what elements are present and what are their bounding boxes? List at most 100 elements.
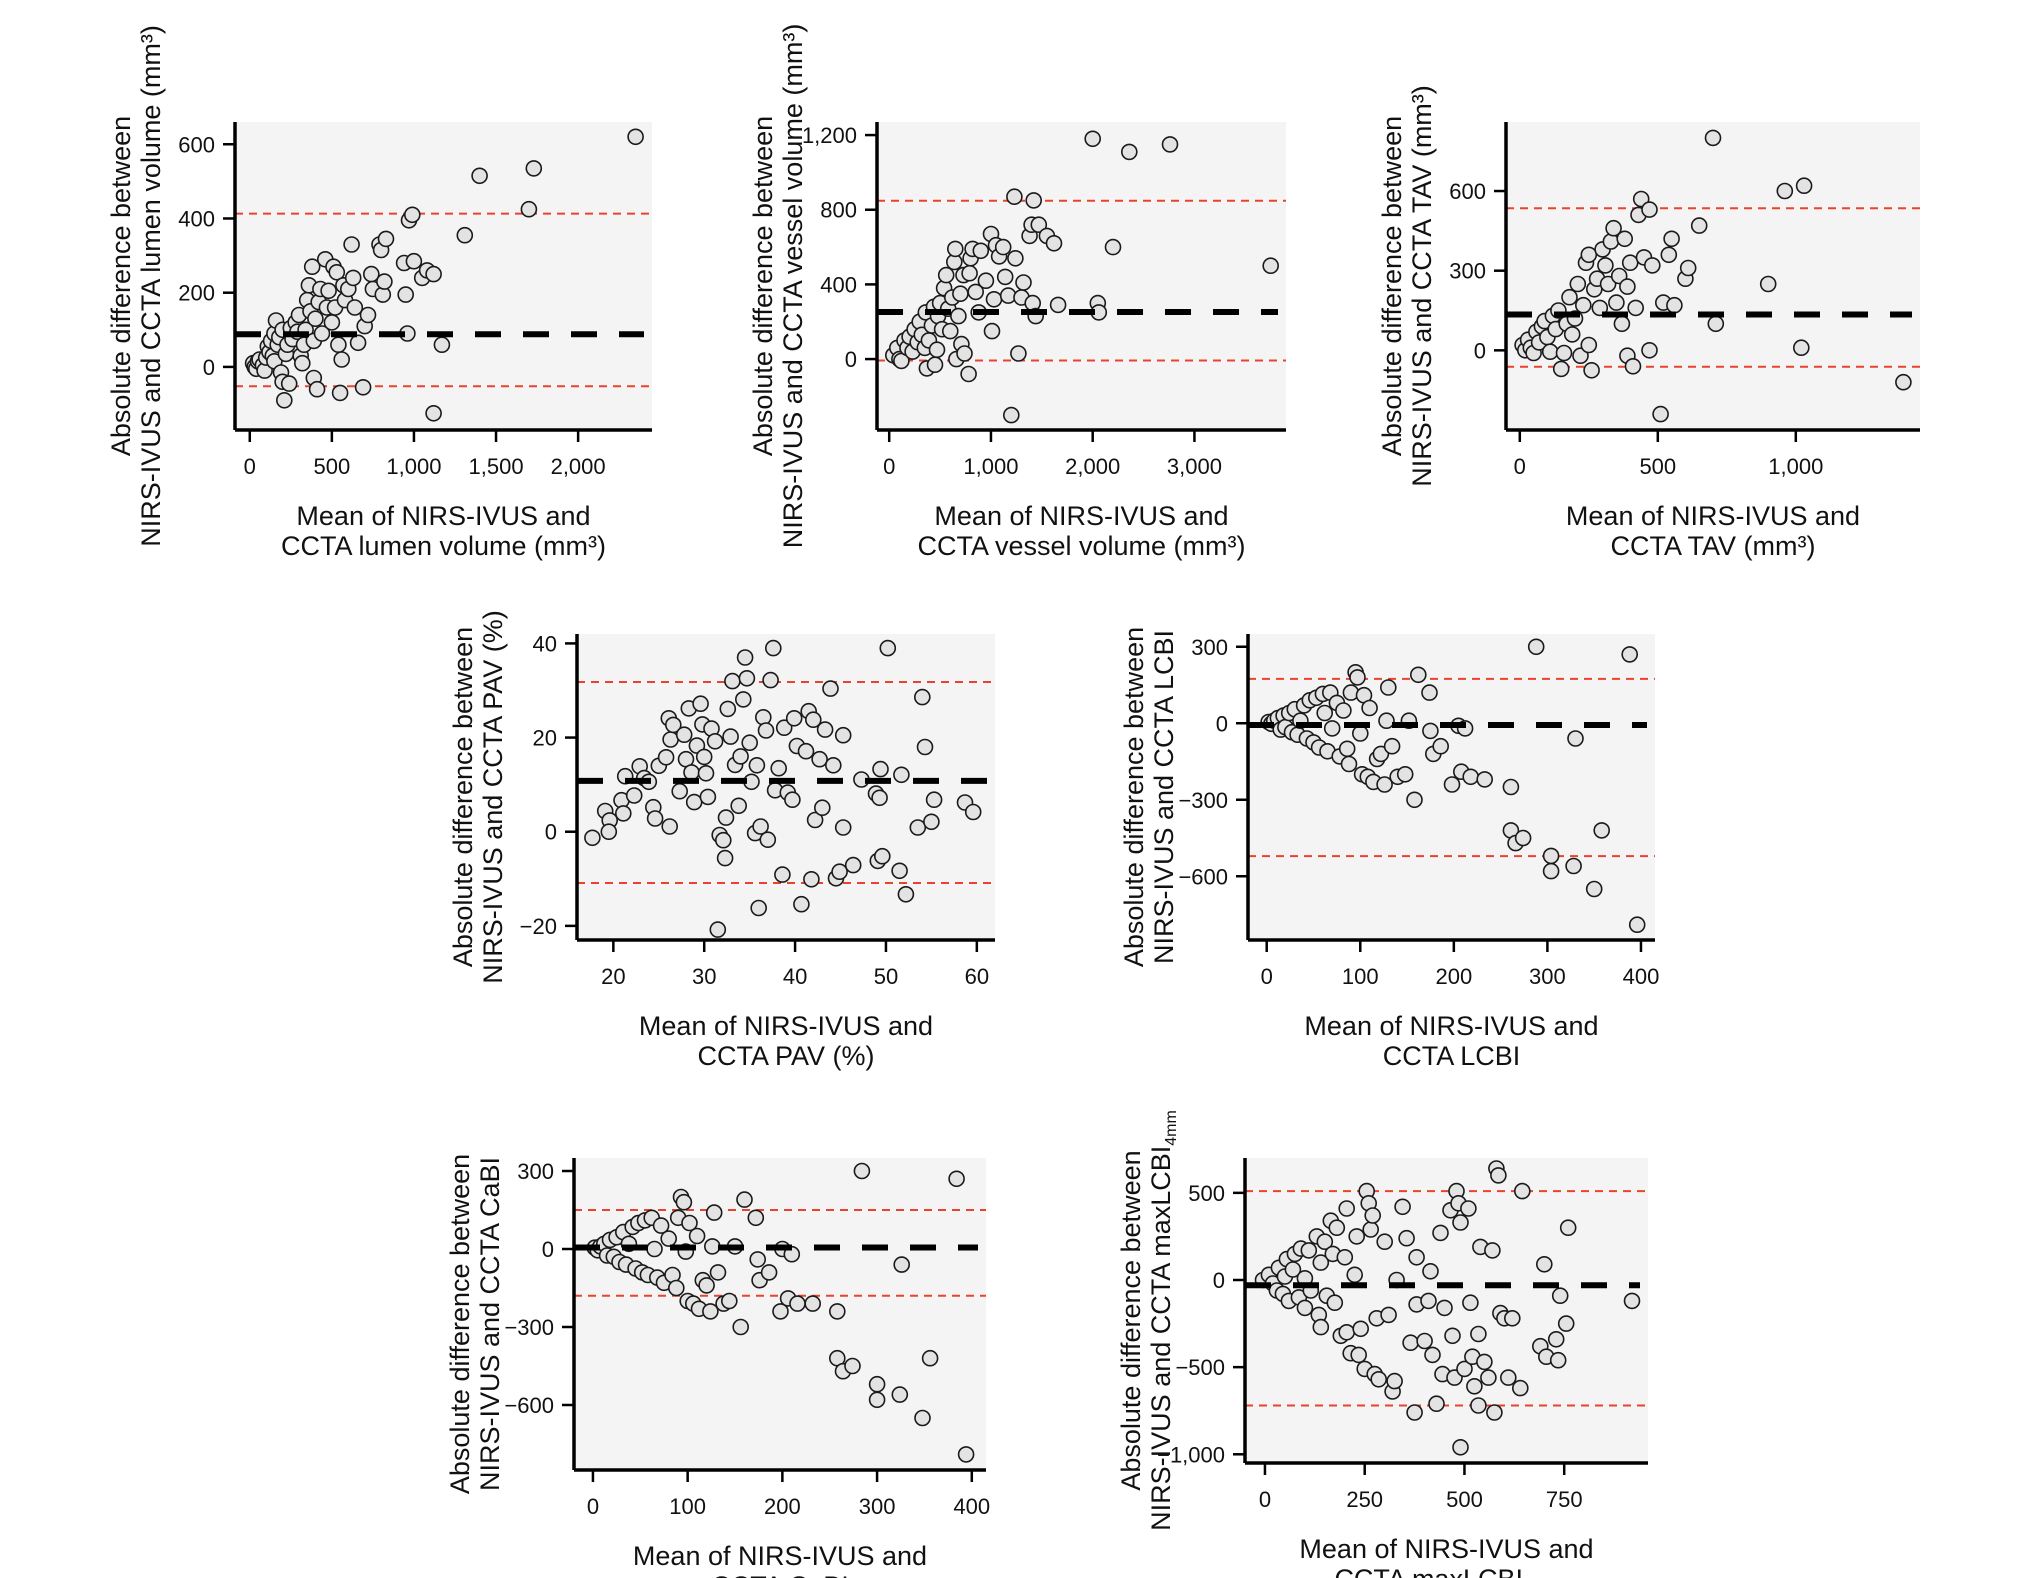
x-tick-label: 20	[601, 964, 625, 989]
data-point	[377, 230, 395, 248]
y-axis-title: Absolute difference betweenNIRS-IVUS and…	[1116, 1110, 1180, 1531]
data-point	[1575, 296, 1592, 314]
data-point	[1593, 822, 1610, 839]
data-point	[736, 1191, 753, 1208]
data-point	[1608, 294, 1625, 311]
x-tick-label: 400	[953, 1494, 990, 1519]
data-point	[724, 672, 741, 690]
data-point	[646, 810, 664, 827]
y-tick-label: 300	[1191, 635, 1228, 660]
data-point	[719, 700, 737, 718]
x-tick-label: 500	[314, 454, 351, 479]
data-point	[1436, 1299, 1453, 1317]
data-point	[1512, 1379, 1529, 1397]
chart-lumen: 0 500 1,000 1,500 2,000 0 200 400 600 Mean of NIR…	[106, 25, 652, 561]
data-point	[1628, 916, 1646, 934]
y-tick-label: −1,000	[1157, 1442, 1225, 1467]
data-point	[983, 322, 1001, 340]
data-point	[964, 803, 982, 821]
chart-tav: 0 500 1,000 0 300 600 Mean of NIRS-IVUS and CCT…	[1377, 85, 1920, 561]
data-point	[772, 1303, 789, 1320]
data-point	[1348, 1228, 1365, 1245]
data-point	[1466, 1378, 1483, 1395]
data-point	[732, 748, 749, 765]
data-point	[828, 1303, 846, 1320]
data-point	[734, 691, 752, 708]
data-point	[1312, 1254, 1330, 1271]
data-point	[741, 734, 759, 752]
data-point	[804, 1295, 822, 1312]
data-point	[275, 391, 293, 409]
data-point	[699, 788, 717, 806]
data-point	[346, 299, 364, 316]
x-tick-label: 1,500	[469, 454, 524, 479]
data-point	[1663, 230, 1680, 248]
data-point	[797, 742, 815, 760]
y-axis-title: Absolute difference betweenNIRS-IVUS and…	[748, 24, 808, 549]
data-point	[1398, 1229, 1415, 1247]
data-point	[764, 639, 782, 657]
data-point	[1350, 1346, 1367, 1364]
data-point	[1443, 776, 1461, 793]
data-point	[1627, 299, 1644, 317]
data-point	[1623, 1292, 1641, 1310]
y-tick-label: 0	[1216, 711, 1228, 736]
data-point	[1621, 646, 1638, 663]
data-point	[1284, 1261, 1302, 1278]
data-point	[716, 849, 734, 867]
data-point	[785, 709, 803, 727]
y-tick-label: −20	[520, 914, 557, 939]
data-point	[1490, 1167, 1507, 1184]
data-point	[803, 870, 820, 888]
data-point	[977, 272, 995, 290]
data-point	[844, 856, 862, 874]
data-point	[1010, 345, 1027, 362]
data-point	[1476, 771, 1493, 788]
data-point	[925, 791, 943, 809]
x-tick-label: 1,000	[1768, 454, 1823, 479]
data-point	[967, 283, 985, 301]
x-tick-label: 300	[1529, 964, 1566, 989]
y-tick-label: 0	[542, 1237, 554, 1262]
y-tick-label: −300	[1178, 788, 1228, 813]
y-tick-label: −500	[1175, 1355, 1225, 1380]
data-point	[1795, 177, 1813, 194]
data-point	[972, 242, 990, 260]
data-point	[1536, 1256, 1553, 1273]
y-tick-label: 400	[820, 272, 857, 297]
data-point	[926, 356, 944, 374]
data-point	[1470, 1325, 1487, 1343]
data-point	[685, 793, 703, 811]
data-point	[695, 748, 713, 766]
data-point	[775, 719, 793, 737]
data-point	[985, 290, 1003, 308]
data-point	[831, 863, 848, 881]
data-point	[1542, 862, 1560, 880]
y-axis-title: Absolute difference betweenNIRS-IVUS and…	[106, 25, 166, 547]
data-point	[1644, 257, 1661, 274]
data-point	[675, 1193, 693, 1211]
data-point	[1007, 249, 1024, 267]
data-point	[1326, 1294, 1344, 1311]
data-point	[872, 760, 889, 778]
data-point	[1470, 1397, 1487, 1414]
data-point	[868, 1375, 886, 1393]
x-tick-label: 0	[1514, 454, 1526, 479]
data-point	[928, 341, 946, 359]
x-tick-label: 250	[1346, 1487, 1383, 1512]
data-point	[405, 252, 423, 270]
y-tick-label: 0	[845, 347, 857, 372]
data-point	[330, 336, 347, 354]
y-axis-title: Absolute difference betweenNIRS-IVUS and…	[448, 610, 508, 984]
data-point	[1776, 182, 1794, 200]
data-point	[1361, 699, 1378, 717]
data-point	[897, 885, 915, 903]
data-point	[313, 325, 331, 342]
y-tick-label: 20	[533, 726, 557, 751]
x-tick-label: 0	[883, 454, 895, 479]
data-point	[625, 787, 643, 804]
data-point	[1462, 768, 1479, 786]
y-tick-label: −600	[504, 1393, 554, 1418]
